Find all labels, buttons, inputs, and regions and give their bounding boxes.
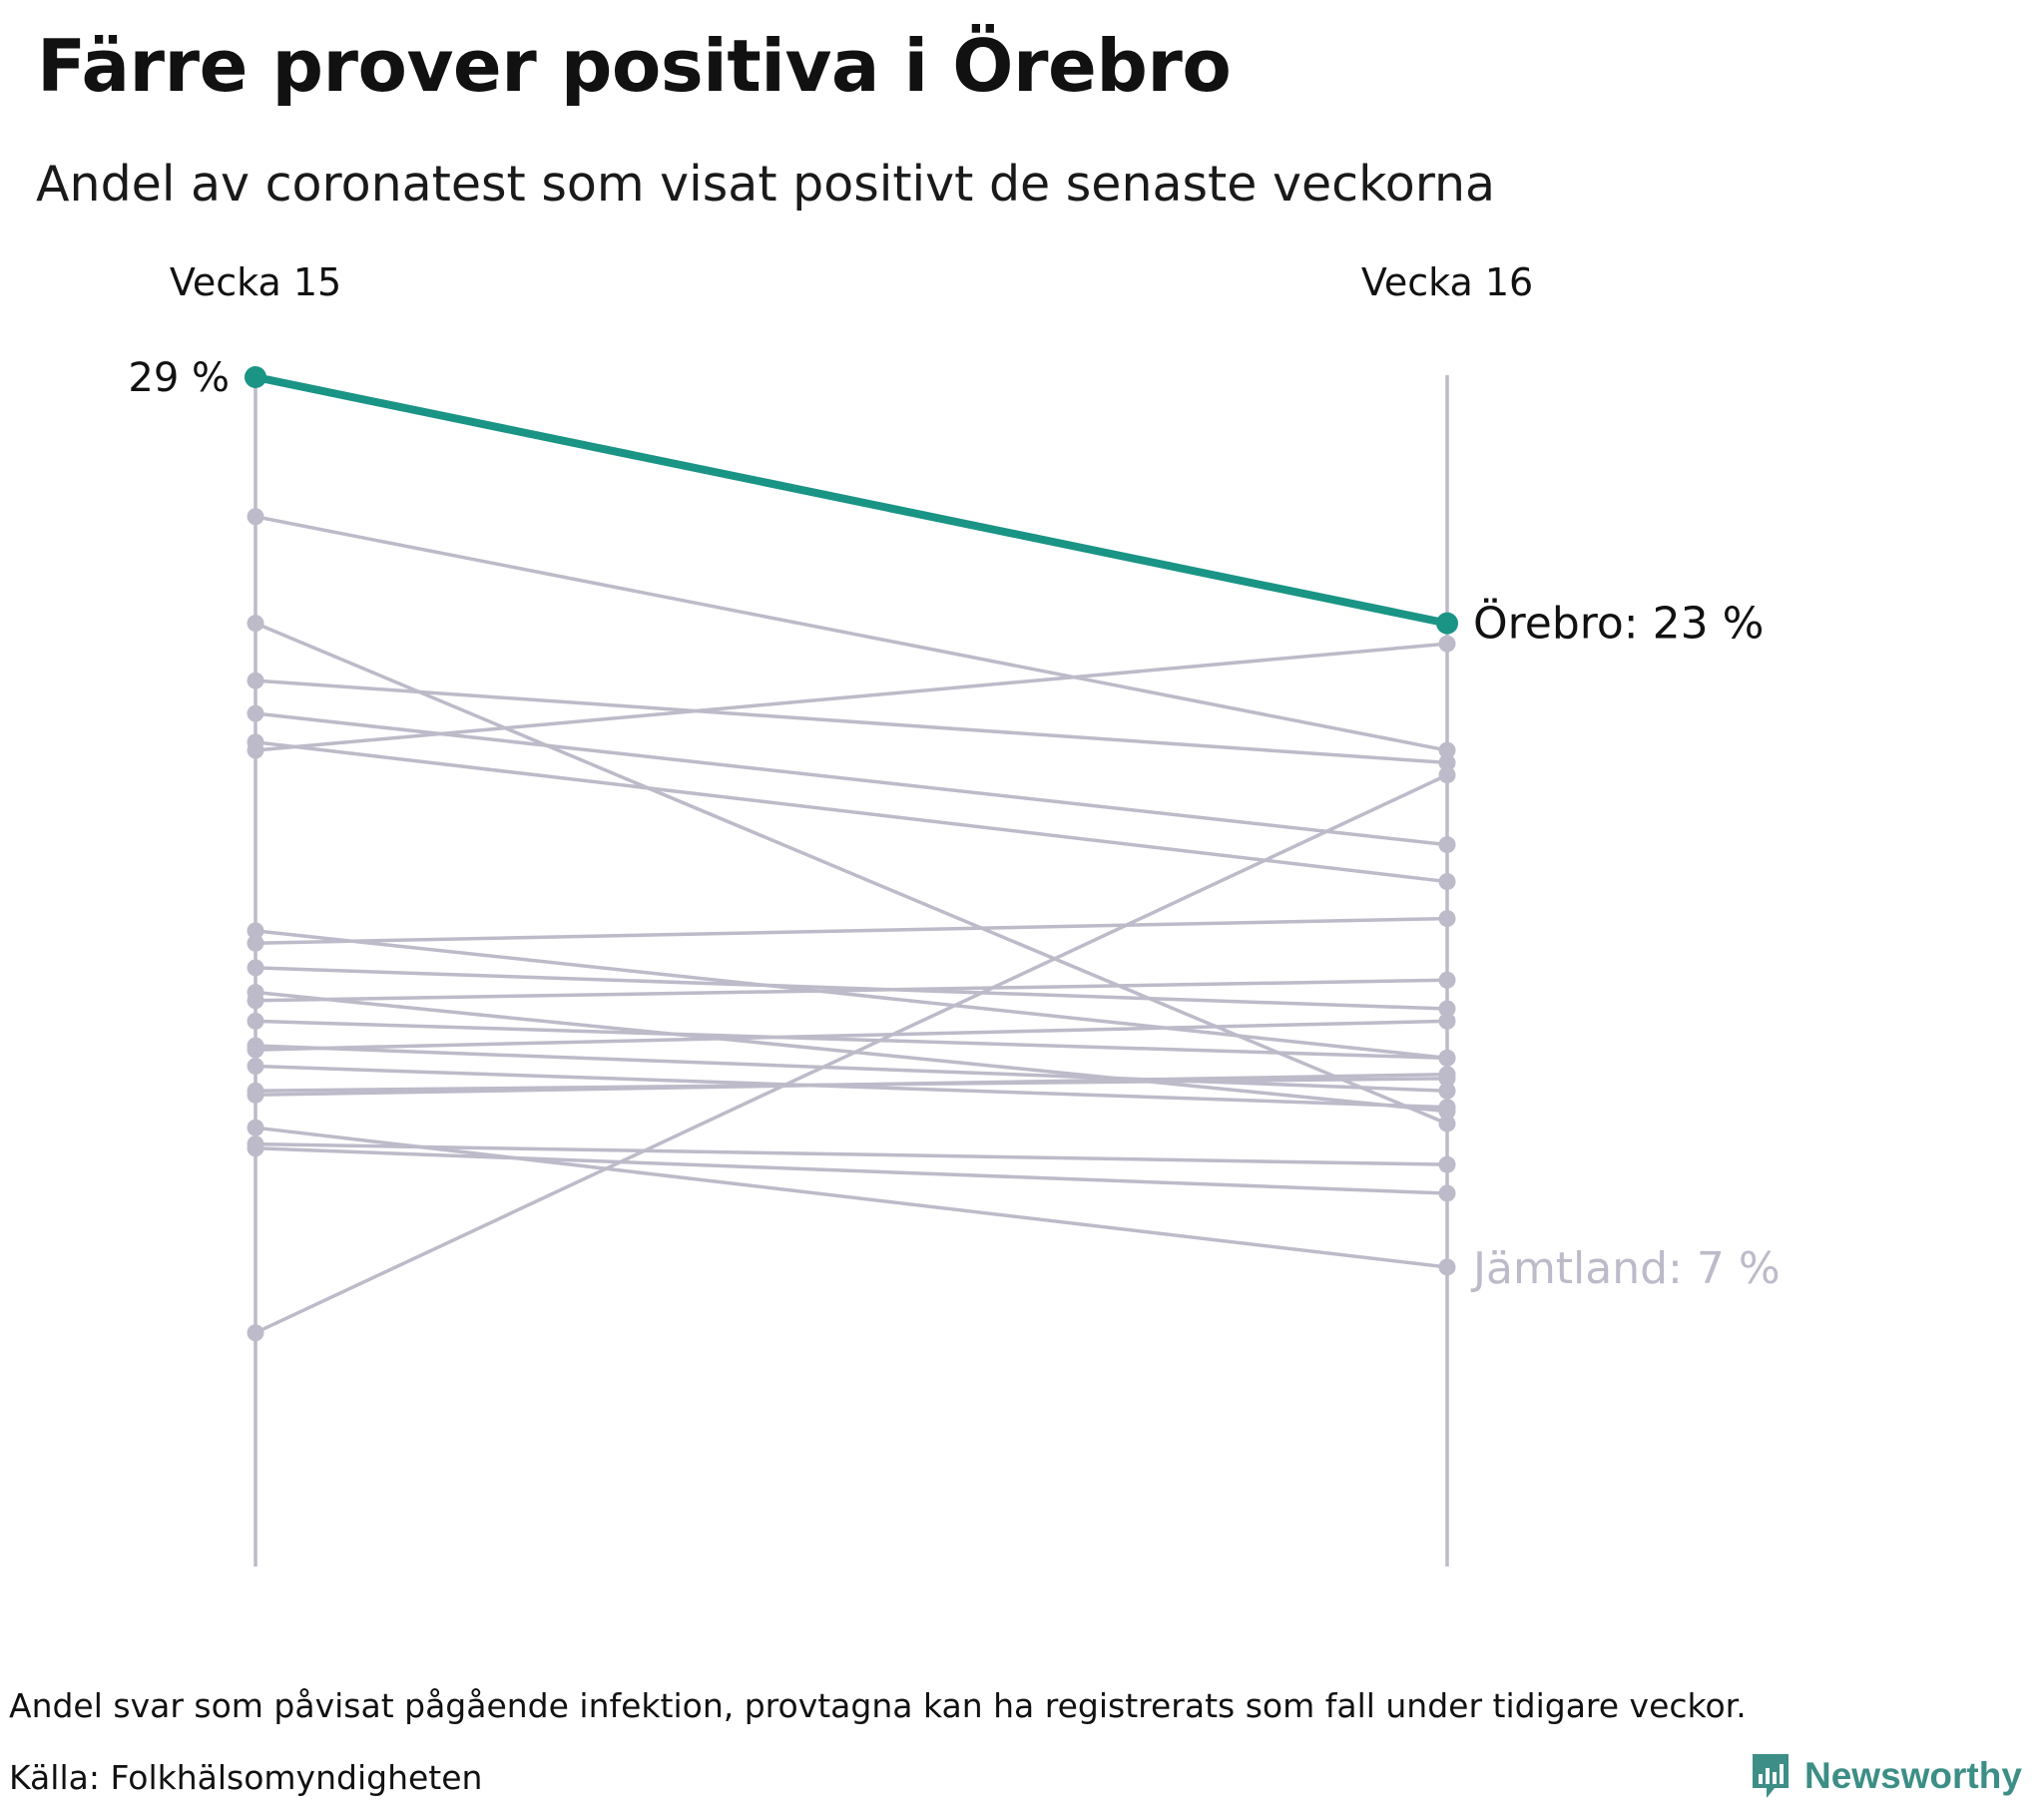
series-line: [255, 1064, 1448, 1110]
series-point-vecka-15: [247, 934, 264, 952]
series-line: [255, 1044, 1448, 1093]
series-line: [255, 711, 1448, 847]
footnote: Andel svar som påvisat pågående infektio…: [9, 1686, 1747, 1725]
series-line: [255, 642, 1448, 752]
series-line: [255, 1019, 1448, 1052]
series-line: [255, 916, 1448, 945]
series-point-vecka-15: [247, 959, 264, 977]
series-line: [255, 1126, 1448, 1269]
x-label-vecka-16: Vecka 16: [1361, 260, 1533, 304]
series-point-vecka-16: [1438, 1000, 1456, 1018]
chart-subtitle: Andel av coronatest som visat positivt d…: [36, 156, 1496, 213]
series-point-vecka-16: [1438, 1082, 1456, 1100]
series-line: [255, 966, 1448, 1011]
labels: Vecka 15 Vecka 16 29 % Örebro: 23 % Jämtland…: [128, 260, 1780, 1294]
series-line: [255, 1141, 1448, 1166]
series-point-vecka-15: [247, 704, 264, 722]
series-point-vecka-16: [1438, 635, 1456, 653]
highlight-line-orebro: [252, 373, 1451, 628]
series-point-vecka-16: [1438, 1155, 1456, 1173]
series-point-vecka-15: [247, 741, 264, 759]
series-point-vecka-16: [1438, 1258, 1456, 1276]
highlight-point-vecka-16: [1436, 612, 1458, 635]
series-point-vecka-16: [1438, 1049, 1456, 1067]
series-line: [255, 978, 1448, 1003]
series-point-vecka-16: [1438, 753, 1456, 771]
highlight-end-label: Örebro: 23 %: [1473, 598, 1764, 650]
series-point-vecka-16: [1438, 1184, 1456, 1202]
series-point-vecka-15: [247, 922, 264, 940]
series-point-vecka-15: [247, 1082, 264, 1100]
series-point-vecka-15: [247, 1324, 264, 1342]
other-series: [247, 508, 1456, 1342]
newsworthy-wordmark: Newsworthy: [1804, 1755, 2022, 1796]
series-line: [255, 990, 1448, 1114]
series-point-vecka-15: [247, 1119, 264, 1136]
series-line: [255, 515, 1448, 752]
series-point-vecka-16: [1438, 1070, 1456, 1088]
series-line: [255, 622, 1448, 1126]
series-point-vecka-15: [247, 1058, 264, 1076]
series-point-vecka-16: [1438, 766, 1456, 784]
series-point-vecka-15: [247, 1012, 264, 1030]
start-value-label: 29 %: [128, 355, 230, 401]
newsworthy-logo: Newsworthy: [1749, 1748, 2022, 1804]
series-point-vecka-16: [1438, 1012, 1456, 1030]
series-point-vecka-15: [247, 1139, 264, 1157]
series-line: [255, 740, 1448, 884]
axes: [254, 375, 1449, 1567]
series-point-vecka-15: [247, 672, 264, 689]
source-note: Källa: Folkhälsomyndigheten: [9, 1758, 483, 1797]
x-label-vecka-15: Vecka 15: [170, 260, 341, 304]
series-point-vecka-15: [247, 992, 264, 1010]
chart-title: Färre prover positiva i Örebro: [37, 24, 1232, 108]
series-point-vecka-16: [1438, 873, 1456, 891]
series-point-vecka-16: [1438, 1115, 1456, 1132]
series-point-vecka-16: [1438, 741, 1456, 759]
series-line: [255, 1019, 1448, 1061]
series-point-vecka-16: [1438, 1099, 1456, 1117]
series-point-vecka-16: [1438, 910, 1456, 928]
series-point-vecka-15: [247, 508, 264, 526]
series-line: [255, 678, 1448, 765]
series-line: [255, 1145, 1448, 1195]
highlight-series: [245, 366, 1458, 635]
series-line: [255, 929, 1448, 1061]
series-line: [255, 1077, 1448, 1093]
series-point-vecka-15: [247, 615, 264, 633]
series-line: [255, 773, 1448, 1335]
highlight-point-vecka-15: [245, 366, 266, 388]
min-series-label: Jämtland: 7 %: [1470, 1243, 1781, 1294]
newsworthy-logo-icon: [1753, 1754, 1788, 1798]
series-point-vecka-15: [247, 1041, 264, 1059]
series-point-vecka-16: [1438, 971, 1456, 989]
series-point-vecka-16: [1438, 836, 1456, 854]
